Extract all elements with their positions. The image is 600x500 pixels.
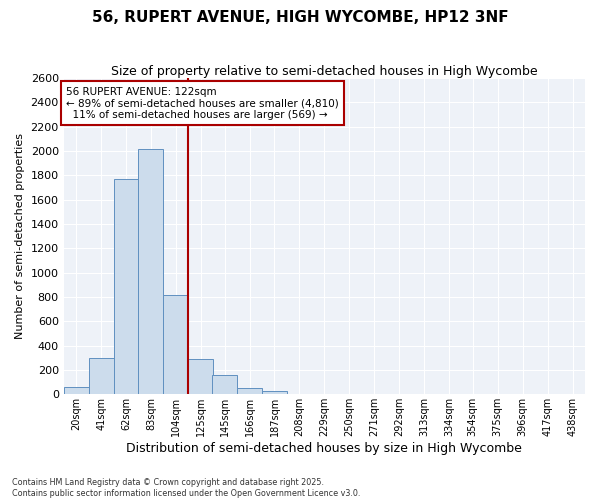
Bar — [237, 388, 262, 394]
Title: Size of property relative to semi-detached houses in High Wycombe: Size of property relative to semi-detach… — [111, 65, 538, 78]
Bar — [188, 359, 213, 394]
Bar — [113, 179, 139, 394]
Y-axis label: Number of semi-detached properties: Number of semi-detached properties — [15, 133, 25, 339]
Bar — [212, 375, 237, 394]
Text: 56, RUPERT AVENUE, HIGH WYCOMBE, HP12 3NF: 56, RUPERT AVENUE, HIGH WYCOMBE, HP12 3N… — [92, 10, 508, 25]
Bar — [139, 148, 163, 394]
Text: Contains HM Land Registry data © Crown copyright and database right 2025.
Contai: Contains HM Land Registry data © Crown c… — [12, 478, 361, 498]
Bar — [64, 387, 89, 394]
Bar — [262, 390, 287, 394]
Bar — [89, 358, 113, 395]
Text: 56 RUPERT AVENUE: 122sqm
← 89% of semi-detached houses are smaller (4,810)
  11%: 56 RUPERT AVENUE: 122sqm ← 89% of semi-d… — [66, 86, 339, 120]
Bar — [163, 294, 188, 394]
X-axis label: Distribution of semi-detached houses by size in High Wycombe: Distribution of semi-detached houses by … — [127, 442, 522, 455]
